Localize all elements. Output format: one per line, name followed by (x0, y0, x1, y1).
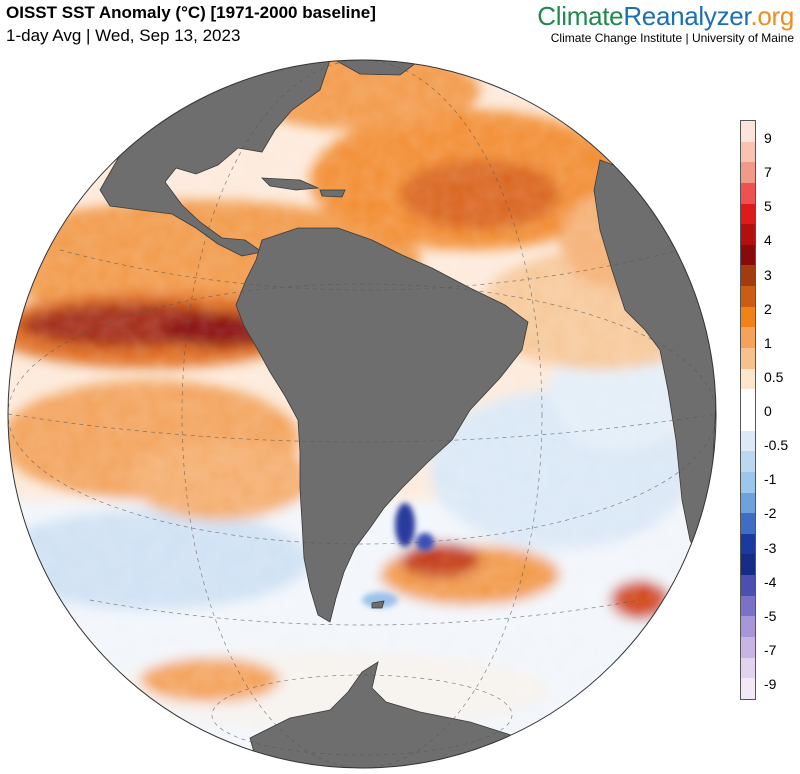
land-cuba (260, 177, 320, 191)
colorbar-tick-label: -2 (764, 505, 777, 522)
colorbar-segment (741, 306, 755, 328)
colorbar-segment (741, 182, 755, 204)
colorbar-segment (741, 678, 755, 699)
colorbar (740, 120, 756, 700)
colorbar-segment (741, 657, 755, 679)
colorbar-tick-label: 1 (764, 334, 772, 351)
colorbar-segment (741, 224, 755, 245)
colorbar-tick-label: -1 (764, 471, 777, 488)
graticule (8, 60, 716, 768)
colorbar-segment (741, 348, 755, 369)
colorbar-segment (741, 595, 755, 617)
colorbar-tick-label: -9 (764, 676, 777, 692)
colorbar-segment (741, 575, 755, 596)
globe-outline (7, 59, 717, 769)
map-title: OISST SST Anomaly (°C) [1971-2000 baseli… (6, 3, 376, 22)
colorbar-tick-label: -3 (764, 539, 777, 556)
land-falklands (371, 600, 385, 609)
colorbar-tick-label: -5 (764, 607, 777, 624)
land-greenland (333, 60, 421, 76)
colorbar-segment (741, 162, 755, 183)
colorbar-segment (741, 141, 755, 163)
colorbar-segment (741, 492, 755, 514)
logo-reanalyzer: Reanalyzer (623, 1, 751, 31)
colorbar-segment (741, 121, 755, 142)
colorbar-tick-label: 0.5 (764, 368, 784, 385)
colorbar-tick-label: 2 (764, 300, 772, 317)
colorbar-tick-label: 5 (764, 198, 772, 215)
map-subtitle: 1-day Avg | Wed, Sep 13, 2023 (6, 26, 241, 45)
colorbar-tick-label: 0 (764, 403, 772, 419)
colorbar-segment (741, 286, 755, 307)
logo-climate: Climate (537, 1, 624, 31)
colorbar-tick-label: 4 (764, 232, 772, 249)
colorbar-tick-label: -7 (764, 641, 777, 658)
colorbar-segment (741, 513, 755, 534)
colorbar-segment (741, 265, 755, 287)
colorbar-segment (741, 368, 755, 390)
colorbar-tick-label: 7 (764, 164, 772, 181)
colorbar-segment (741, 451, 755, 472)
colorbar-segment (741, 616, 755, 638)
colorbar-segment (741, 533, 755, 555)
colorbar-segment (741, 471, 755, 493)
colorbar-segment (741, 203, 755, 225)
colorbar-tick-label: -0.5 (764, 437, 789, 454)
colorbar-segment (741, 327, 755, 349)
colorbar-tick-label: 9 (764, 130, 772, 146)
brand-block: ClimateReanalyzer.org Climate Change Ins… (537, 1, 794, 45)
brand-tagline: Climate Change Institute | University of… (550, 31, 794, 45)
colorbar-segment (741, 409, 755, 431)
colorbar-tick-label: -4 (764, 573, 777, 590)
colorbar-segment (741, 554, 755, 576)
land-hispaniola (319, 189, 346, 198)
logo-org: .org (750, 1, 794, 31)
colorbar-segment (741, 637, 755, 658)
colorbar-tick-label: 3 (764, 266, 772, 283)
land-north-america (99, 60, 331, 257)
colorbar-segment (741, 430, 755, 452)
land-south-america (235, 227, 529, 623)
climate-reanalyzer-logo[interactable]: ClimateReanalyzer.org (537, 1, 794, 32)
colorbar-segment (741, 389, 755, 410)
colorbar-segment (741, 244, 755, 266)
land-masses (99, 60, 716, 768)
